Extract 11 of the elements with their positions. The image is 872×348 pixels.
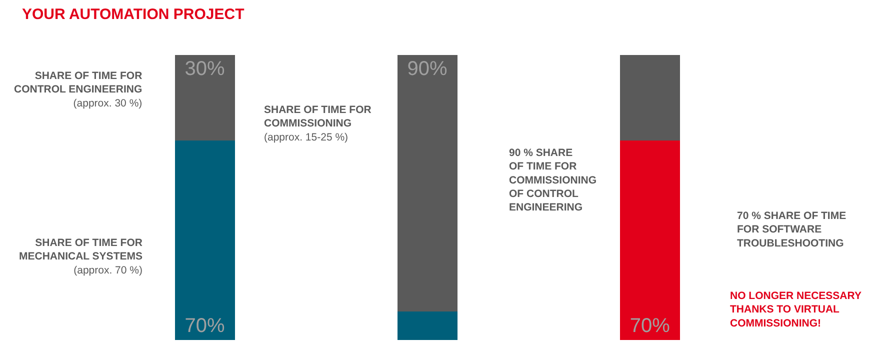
annotation: SHARE OF TIME FOR COMMISSIONING (approx. 15-25 %) [264, 104, 372, 144]
annotation: 70 % SHARE OF TIME FOR SOFTWARE TROUBLESHOOTING [737, 210, 846, 250]
data-label: 30% [184, 58, 226, 80]
annotation: SHARE OF TIME FOR CONTROL ENGINEERING (approx. 30 %) [14, 70, 143, 110]
chart-title: YOUR AUTOMATION PROJECT [22, 6, 244, 23]
annotation: SHARE OF TIME FOR MECHANICAL SYSTEMS (approx. 70 %) [19, 237, 143, 276]
data-label: 90% [407, 58, 448, 80]
annotation: NO LONGER NECESSARY THANKS TO VIRTUAL COMMISSIONING! [730, 290, 862, 330]
data-label: 70% [630, 315, 670, 338]
annotation: 90 % SHARE OF TIME FOR COMMISSIONING OF CONTROL ENGINEERING [509, 147, 597, 214]
data-label: 70% [184, 315, 226, 338]
